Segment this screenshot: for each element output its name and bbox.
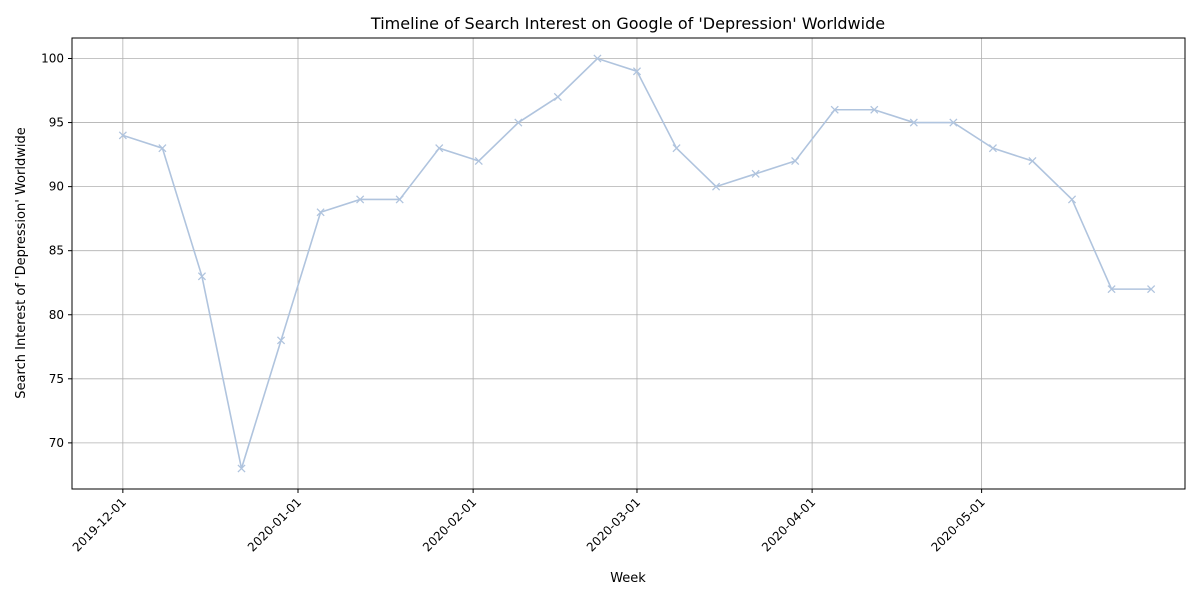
y-axis-label: Search Interest of 'Depression' Worldwid… [14, 127, 29, 398]
data-point [751, 169, 760, 178]
data-point [197, 272, 207, 281]
data-point [791, 156, 800, 166]
data-point [909, 118, 918, 127]
data-point [118, 131, 127, 140]
data-point [870, 105, 879, 114]
x-tick-label: 2020-04-01 [759, 495, 818, 554]
data-point [316, 208, 325, 217]
y-tick-label: 95 [49, 116, 64, 130]
data-point [1028, 156, 1037, 166]
y-tick-label: 70 [49, 436, 64, 450]
data-point [830, 105, 839, 114]
data-point [474, 156, 483, 166]
x-tick-label: 2020-01-01 [245, 495, 304, 554]
y-axis: 70 75 80 85 90 95 100 [41, 52, 72, 450]
y-tick-label: 85 [49, 244, 64, 258]
plot-frame [71, 37, 1186, 490]
data-point [988, 144, 997, 153]
y-tick-label: 90 [49, 180, 64, 194]
data-point [514, 118, 523, 127]
x-tick-label: 2020-03-01 [584, 495, 643, 554]
data-point [276, 336, 286, 345]
data-point [158, 144, 167, 153]
x-axis-label: Week [610, 571, 646, 586]
data-point [1067, 195, 1077, 204]
data-point [356, 195, 365, 204]
series-layer [118, 54, 1156, 473]
x-tick-label: 2019-12-01 [70, 495, 129, 554]
chart-title: Timeline of Search Interest on Google of… [370, 14, 885, 33]
data-point [435, 144, 444, 153]
y-tick-label: 75 [49, 372, 64, 386]
x-axis: 2019-12-01 2020-01-01 2020-02-01 2020-03-01… [70, 489, 988, 554]
data-point [553, 92, 562, 101]
x-tick-label: 2020-02-01 [420, 495, 479, 554]
data-point [632, 67, 642, 76]
data-point [712, 182, 721, 191]
data-point [1107, 285, 1116, 294]
y-tick-label: 80 [49, 308, 64, 322]
data-point [1147, 285, 1156, 294]
x-tick-label: 2020-05-01 [929, 495, 988, 554]
y-tick-label: 100 [41, 52, 64, 66]
data-point [395, 195, 404, 204]
data-point [672, 144, 681, 153]
data-point [237, 464, 246, 473]
data-point [949, 118, 958, 127]
grid [72, 38, 1185, 489]
data-point [593, 54, 602, 63]
